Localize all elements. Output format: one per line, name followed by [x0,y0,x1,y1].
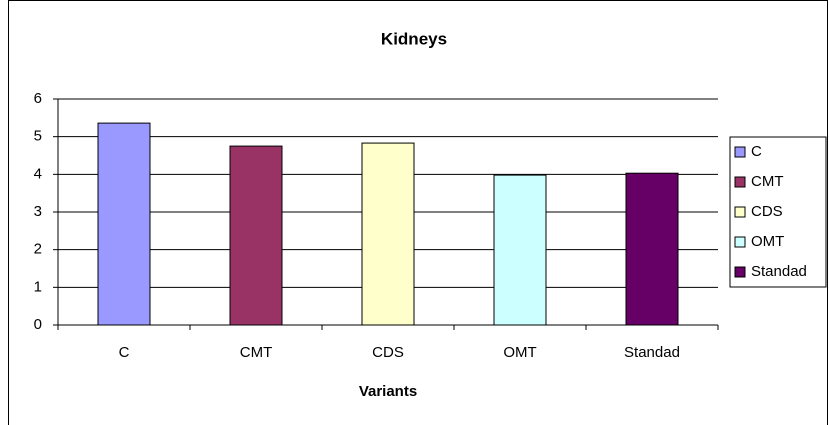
legend-label: Standad [751,263,807,280]
y-tick-label: 4 [34,165,42,182]
y-tick-label: 3 [34,203,42,220]
legend-label: C [751,143,762,160]
legend-label: CDS [751,203,783,220]
y-tick-label: 2 [34,241,42,258]
bar [625,172,679,326]
x-tick-label: C [119,344,130,361]
legend-label: CMT [751,173,784,190]
bar [493,174,547,326]
bar [361,142,415,326]
y-tick-label: 0 [34,316,42,333]
legend-label: OMT [751,233,784,250]
bar [97,122,151,326]
x-tick-label: CDS [372,344,404,361]
y-tick-label: 1 [34,278,42,295]
legend-swatch [734,266,746,278]
x-tick-label: Standad [624,344,680,361]
x-tick-label: OMT [503,344,536,361]
legend-swatch [734,146,746,158]
x-axis-title: Variants [359,383,417,400]
bar [229,145,283,326]
x-tick-label: CMT [240,344,273,361]
y-tick-label: 6 [34,90,42,107]
chart-title: Kidneys [381,29,447,48]
legend-swatch [734,236,746,248]
y-tick-label: 5 [34,128,42,145]
legend-swatch [734,176,746,188]
legend-box [729,136,827,288]
legend-swatch [734,206,746,218]
